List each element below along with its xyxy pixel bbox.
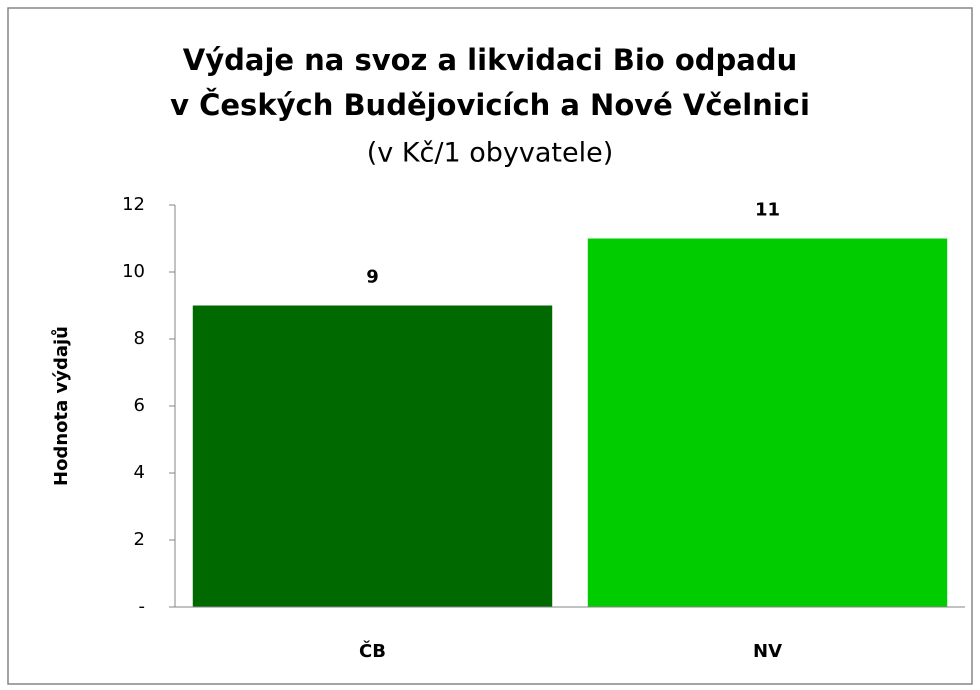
- y-axis-label: Hodnota výdajů: [50, 326, 72, 486]
- chart-title: v Českých Budějovicích a Nové Včelnici: [170, 88, 810, 122]
- chart-title: Výdaje na svoz a likvidaci Bio odpadu: [183, 43, 797, 77]
- y-tick-label: 4: [134, 462, 145, 483]
- y-tick-label: 12: [122, 194, 145, 215]
- y-tick-label: -: [139, 596, 146, 617]
- bar: [192, 305, 553, 607]
- x-tick-label: NV: [753, 641, 782, 662]
- data-label: 9: [366, 267, 379, 288]
- y-tick-label: 8: [134, 328, 145, 349]
- y-tick-label: 2: [134, 529, 145, 550]
- y-tick-label: 10: [122, 261, 145, 282]
- bar: [587, 238, 948, 607]
- chart-subtitle: (v Kč/1 obyvatele): [367, 138, 614, 169]
- data-label: 11: [755, 200, 780, 221]
- x-tick-label: ČB: [359, 640, 386, 662]
- y-tick-label: 6: [134, 395, 145, 416]
